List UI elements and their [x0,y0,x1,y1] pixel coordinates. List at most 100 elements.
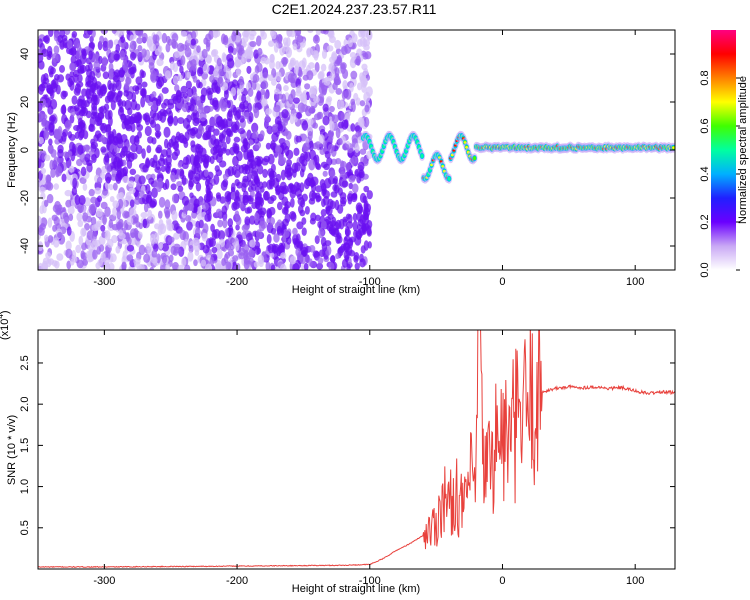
spectrogram-cell [130,232,136,239]
spectrogram-cell [179,229,187,241]
spectrogram-cell [111,235,118,244]
spectrogram-cell [196,205,203,217]
spectrogram-cell [120,36,126,43]
spectrogram-cell [130,237,137,245]
spectrogram-x-tick-label: -200 [226,276,248,288]
spectrogram-cell [356,48,363,56]
spectrogram-cell [311,176,319,186]
spectrogram-cell [85,88,90,99]
spectrogram-cell [353,229,358,238]
spectrogram-cell [320,161,328,168]
spectrogram-cell [129,199,135,208]
spectrogram-cell [222,141,227,152]
spectrogram-cell [109,195,115,203]
spectrogram-cell [313,50,319,61]
spectrogram-cell [333,76,341,86]
spectrogram-cell [313,96,320,104]
spectrogram-cell [231,261,238,270]
spectrogram-cell [116,160,122,169]
spectrogram-cell [354,142,360,153]
spectrogram-cell [363,67,369,76]
spectrogram-cell [295,135,302,143]
spectrogram-cell [48,129,55,136]
spectrogram-cell [209,75,215,83]
snr-y-tick-label: 2.0 [19,397,31,412]
spectrogram-cell [447,176,451,181]
spectrogram-cell [260,30,265,37]
spectrogram-cell [232,155,239,167]
spectrogram-cell [198,219,204,229]
spectrogram-cell [111,83,117,92]
spectrogram-cell [175,131,181,141]
spectrogram-cell [107,135,112,145]
spectrogram-cell [192,237,200,246]
spectrogram-cell [106,90,114,102]
spectrogram-cell [314,141,322,148]
spectrogram-cell [184,239,189,246]
spectrogram-cell [98,55,103,65]
spectrogram-cell [322,170,328,177]
spectrogram-cell [171,33,179,43]
spectrogram-cell [252,130,259,140]
spectrogram-cell [246,206,253,214]
spectrogram-cell [160,149,168,158]
spectrogram-cell [347,37,353,48]
spectrogram-cell [137,130,142,139]
spectrogram-cell [48,71,54,78]
spectrogram-cell [53,183,60,190]
spectrogram-cell [88,62,93,72]
spectrogram-cell [353,251,360,261]
spectrogram-cell [46,54,52,61]
spectrogram-cell [76,158,83,167]
spectrogram-cell [107,69,114,80]
spectrogram-cell [334,67,340,78]
spectrogram-cell [357,82,362,91]
spectrogram-cell [128,67,135,75]
spectrogram-cell [328,134,334,142]
spectrogram-cell [216,57,222,67]
spectrogram-cell [126,254,134,262]
spectrogram-cell [281,109,289,119]
spectrogram-cell [344,235,351,242]
spectrogram-y-tick-label: 40 [19,48,31,60]
spectrogram-cell [271,245,279,254]
spectrogram-cell [198,81,203,89]
snr-series-line [38,330,675,569]
spectrogram-cell [154,223,160,230]
spectrogram-cell [246,129,252,141]
spectrogram-cell [70,108,76,117]
snr-panel: -300 -200 -100 0 100 0.5 1.0 1.5 2.0 2.5 Height … [0,310,676,595]
spectrogram-cell [196,45,201,53]
spectrogram-cell [210,49,217,58]
spectrogram-cell [99,35,105,44]
spectrogram-cell [337,187,343,196]
spectrogram-cell [232,142,238,153]
spectrogram-cell [130,122,136,133]
spectrogram-cell [90,138,95,146]
spectrogram-cell [340,62,347,70]
spectrogram-cell [225,242,232,251]
spectrogram-cell [262,98,268,107]
spectrogram-x-tick-label: 100 [626,276,644,288]
spectrogram-cell [154,123,161,133]
spectrogram-cell [180,55,186,66]
spectrogram-cell [241,224,249,232]
spectrogram-cell [297,193,304,200]
spectrogram-cell [308,140,314,152]
spectrogram-cell [230,87,237,97]
spectrogram-cell [300,92,307,103]
spectrogram-cell [354,262,360,270]
spectrogram-cell [142,164,149,173]
spectrogram-cell [111,223,119,231]
spectrogram-cell [304,206,310,215]
spectrogram-cell [134,197,141,205]
spectrogram-cell [225,128,232,136]
spectrogram-cell [329,120,335,132]
spectrogram-cell [200,87,208,98]
snr-y-ticks: 0.5 1.0 1.5 2.0 2.5 [19,355,675,535]
spectrogram-cell [290,197,295,208]
spectrogram-cell [44,154,51,162]
spectrogram-cell [262,181,268,188]
spectrogram-cell [212,97,219,108]
